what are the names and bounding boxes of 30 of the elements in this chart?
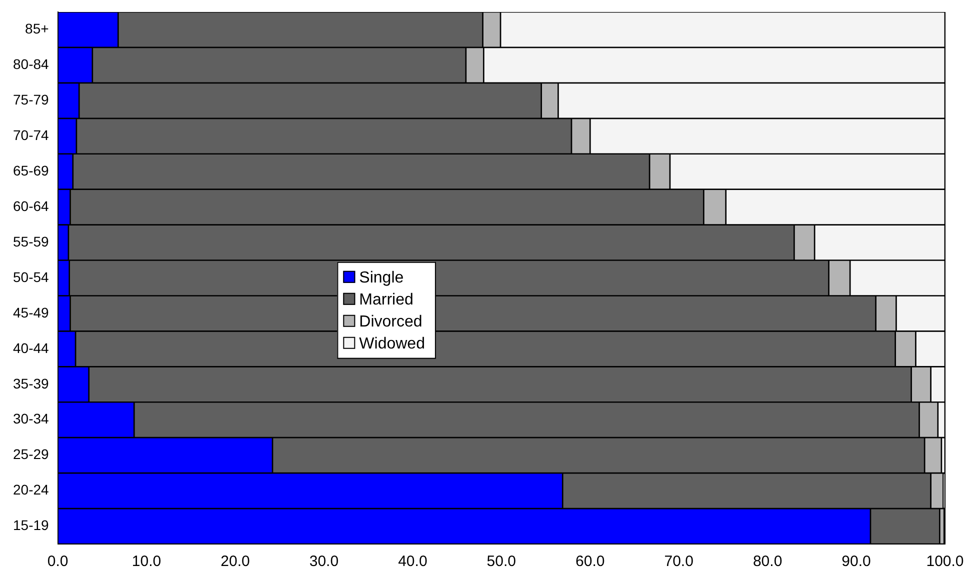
x-tick-label: 60.0 [576,553,605,570]
y-tick-label: 25-29 [12,446,50,462]
y-tick-label: 15-19 [12,517,50,534]
y-tick-label: 40-44 [12,340,50,356]
y-tick-label: 55-59 [12,233,50,250]
y-tick-label: 35-39 [12,375,50,392]
x-tick-label: 50.0 [486,553,516,570]
x-tick-label: 80.0 [752,553,782,570]
x-tick-label: 70.0 [664,553,694,570]
x-tick-label: 30.0 [309,553,339,570]
x-tick-label: 20.0 [220,553,250,570]
y-tick-label: 70-74 [12,126,50,143]
y-tick-label: 45-49 [12,304,50,320]
y-tick-label: 50-54 [12,268,50,285]
y-tick-label: 75-79 [12,92,50,108]
y-tick-label: 80-84 [12,56,50,72]
y-tick-label: 60-64 [12,198,50,214]
x-tick-label: 0.0 [47,553,68,570]
y-tick-label: 30-34 [12,410,50,427]
x-tick-label: 90.0 [842,553,871,570]
legend-label: Divorced [359,313,422,330]
y-tick-label: 65-69 [12,162,50,178]
x-tick-label: 40.0 [398,553,428,570]
legend-label: Single [359,269,404,286]
y-tick-label: 20-24 [12,482,50,498]
x-tick-label: 100.0 [926,553,964,570]
legend-label: Married [359,291,414,308]
y-tick-label: 85+ [25,20,49,37]
legend-label: Widowed [359,335,425,352]
x-tick-label: 10.0 [132,553,162,570]
